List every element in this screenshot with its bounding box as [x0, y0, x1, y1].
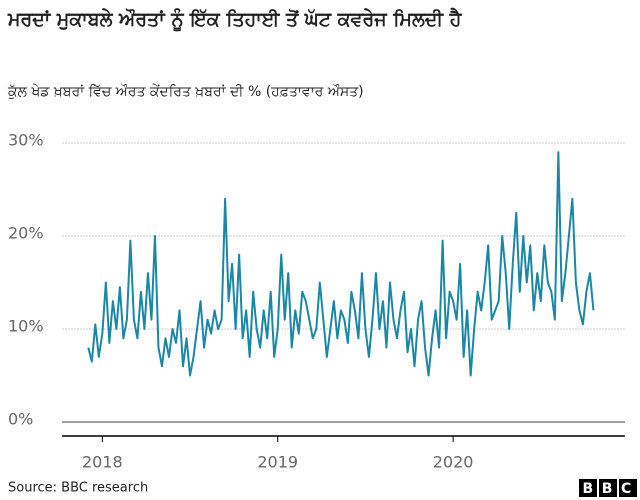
- logo-text: BBC: [583, 481, 640, 497]
- logo-block: [599, 479, 617, 497]
- source: Source: BBC research: [8, 481, 148, 496]
- y-tick-label: 0%: [8, 410, 33, 429]
- logo: BBC: [579, 479, 640, 497]
- data-line: [87, 151, 595, 377]
- y-tick-label: 10%: [8, 316, 44, 335]
- y-tick-label: 30%: [8, 130, 44, 149]
- logo-block: [579, 479, 597, 497]
- chart-subtitle: ਕੁੱਲ ਖੇਡ ਖ਼ਬਰਾਂ ਵਿੱਚ ਔਰਤ ਕੇਂਦਰਿਤ ਖ਼ਬਰਾਂ …: [7, 84, 364, 100]
- x-tick-label: 2020: [433, 453, 474, 472]
- chart-title: ਮਰਦਾਂ ਮੁਕਾਬਲੇ ਔਰਤਾਂ ਨੂੰ ਇੱਕ ਤਿਹਾਈ ਤੋਂ ਘੱ…: [7, 7, 463, 33]
- y-tick-label: 20%: [8, 223, 44, 242]
- logo-block: [619, 479, 637, 497]
- x-tick-label: 2019: [257, 453, 298, 472]
- x-tick-label: 2018: [82, 453, 123, 472]
